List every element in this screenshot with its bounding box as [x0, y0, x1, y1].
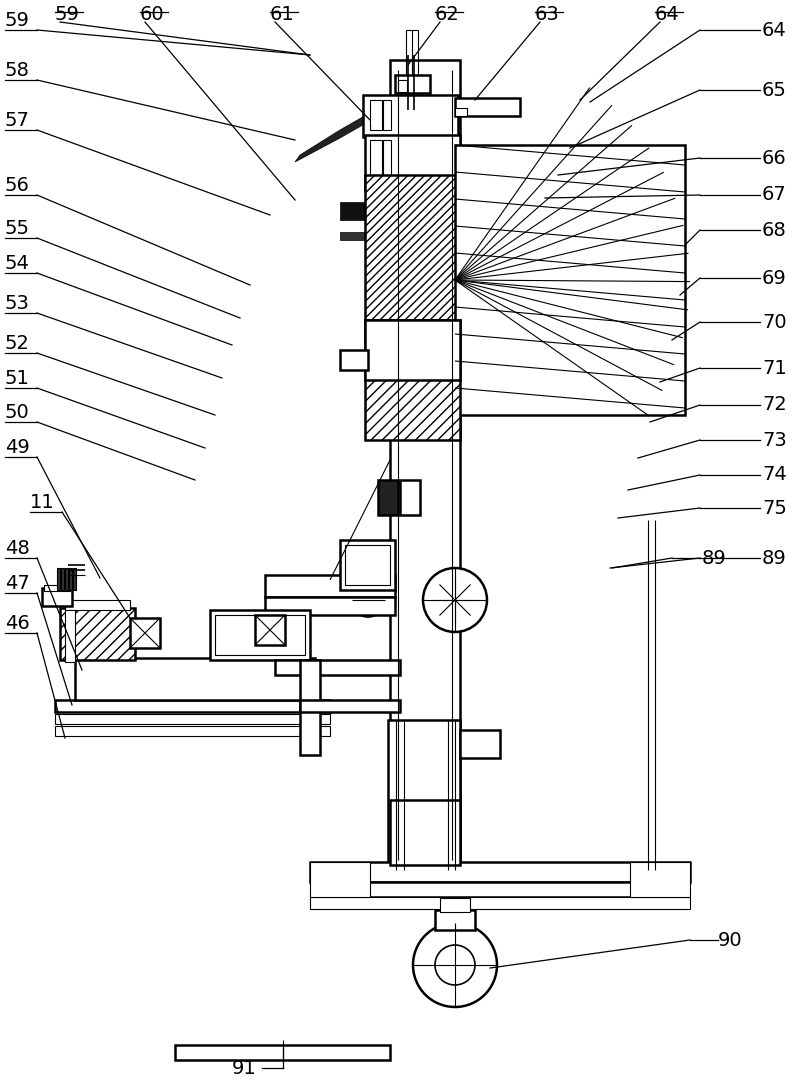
Text: 52: 52 [5, 334, 30, 353]
Text: 64: 64 [762, 21, 786, 39]
Bar [65, 568, 68, 590]
Bar [388, 720, 460, 870]
Bar [310, 897, 690, 909]
Text: 53: 53 [5, 293, 30, 313]
Bar [435, 910, 475, 930]
Bar [365, 175, 460, 320]
Text: 50: 50 [5, 403, 30, 422]
Text: 61: 61 [270, 5, 294, 24]
Text: 54: 54 [5, 254, 30, 273]
Text: 89: 89 [702, 549, 726, 567]
Bar [65, 600, 130, 610]
Bar [395, 75, 430, 93]
Bar [378, 480, 398, 515]
Text: 63: 63 [535, 5, 560, 24]
Text: 64: 64 [655, 5, 680, 24]
Text: 47: 47 [5, 574, 30, 594]
Bar [300, 660, 320, 755]
Bar [57, 568, 60, 590]
Bar [460, 730, 500, 758]
Bar [383, 140, 391, 185]
Text: 58: 58 [5, 61, 30, 80]
Bar [340, 350, 368, 370]
Bar [365, 135, 460, 190]
Text: 69: 69 [762, 268, 786, 288]
Circle shape [435, 945, 475, 985]
Bar [400, 480, 420, 515]
Bar [455, 108, 467, 116]
Bar [340, 540, 395, 590]
Text: 72: 72 [762, 396, 786, 415]
Text: 56: 56 [5, 176, 30, 195]
Bar [440, 898, 470, 912]
Text: 57: 57 [5, 111, 30, 130]
Bar [370, 100, 382, 130]
Bar [390, 60, 460, 870]
Circle shape [423, 568, 487, 632]
Text: 91: 91 [232, 1058, 257, 1078]
Bar [75, 658, 315, 700]
Bar [130, 618, 160, 648]
Text: 11: 11 [30, 493, 54, 512]
Bar [370, 140, 382, 185]
Text: 67: 67 [762, 185, 786, 204]
Bar [255, 615, 285, 645]
Bar [61, 568, 64, 590]
Bar [55, 726, 330, 736]
Text: 75: 75 [762, 499, 787, 517]
Bar [55, 700, 330, 712]
Text: 70: 70 [762, 312, 786, 332]
Text: 73: 73 [762, 431, 786, 449]
Bar [398, 80, 407, 92]
Bar [310, 862, 370, 897]
Text: 48: 48 [5, 539, 30, 558]
Text: 68: 68 [762, 220, 786, 240]
Text: 66: 66 [762, 148, 786, 168]
Text: 90: 90 [718, 931, 742, 949]
Bar [60, 608, 135, 660]
Text: 65: 65 [762, 81, 787, 99]
Bar [340, 202, 370, 220]
Bar [363, 95, 458, 137]
Bar [265, 575, 395, 597]
Bar [630, 862, 690, 897]
Text: 51: 51 [5, 369, 30, 388]
Bar [383, 100, 391, 130]
Bar [455, 98, 520, 116]
Text: 59: 59 [5, 11, 30, 29]
Bar [210, 610, 310, 660]
Text: 74: 74 [762, 466, 786, 484]
Bar [365, 320, 460, 440]
Bar [44, 585, 70, 591]
Text: 60: 60 [140, 5, 165, 24]
Text: 49: 49 [5, 437, 30, 457]
Bar [55, 714, 330, 724]
Text: 89: 89 [762, 549, 786, 567]
Bar [73, 568, 76, 590]
Text: 46: 46 [5, 614, 30, 633]
Circle shape [351, 583, 385, 618]
Circle shape [413, 923, 497, 1007]
Bar [265, 597, 395, 615]
Text: 55: 55 [5, 219, 30, 238]
Bar [310, 862, 690, 882]
Bar [340, 232, 370, 240]
Bar [175, 1045, 390, 1060]
Bar [340, 882, 660, 897]
Bar [300, 700, 400, 712]
Text: 62: 62 [435, 5, 460, 24]
Bar [215, 615, 305, 655]
Text: 59: 59 [55, 5, 80, 24]
Text: 71: 71 [762, 359, 786, 377]
Bar [345, 546, 390, 585]
Bar [42, 588, 72, 606]
Bar [65, 610, 75, 662]
Bar [365, 320, 460, 380]
Bar [390, 800, 460, 865]
Bar [455, 145, 685, 415]
Bar [275, 660, 400, 675]
Polygon shape [295, 110, 375, 161]
Bar [69, 568, 72, 590]
